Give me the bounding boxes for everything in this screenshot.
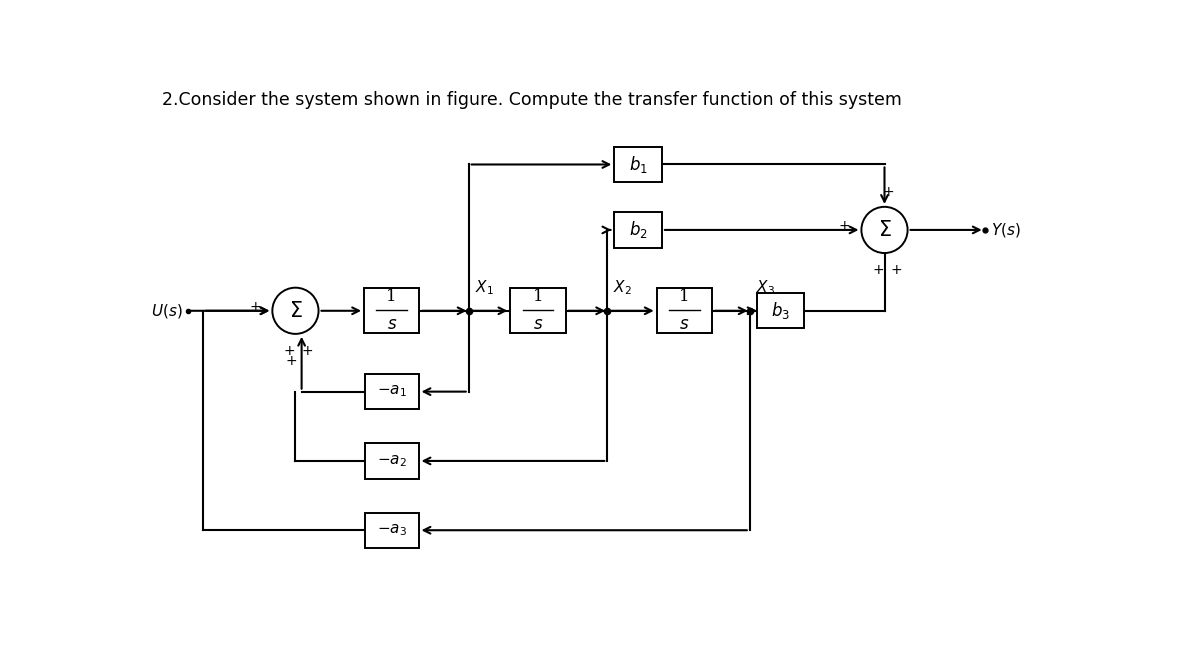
Text: +: + <box>890 263 902 277</box>
Text: +: + <box>301 344 313 358</box>
Text: $X_3$: $X_3$ <box>756 278 775 297</box>
Text: $Y(s)$: $Y(s)$ <box>991 221 1020 239</box>
Text: $s$: $s$ <box>533 316 544 333</box>
Text: +: + <box>882 185 894 199</box>
FancyBboxPatch shape <box>365 443 419 479</box>
Text: $X_2$: $X_2$ <box>613 278 632 297</box>
Text: $b_3$: $b_3$ <box>772 301 790 321</box>
Text: $b_2$: $b_2$ <box>629 220 648 241</box>
FancyBboxPatch shape <box>365 512 419 548</box>
FancyBboxPatch shape <box>510 288 565 333</box>
Text: $s$: $s$ <box>679 316 690 333</box>
Circle shape <box>862 207 907 253</box>
Text: 1: 1 <box>386 288 397 305</box>
Text: $-a_2$: $-a_2$ <box>377 453 407 469</box>
Text: $\Sigma$: $\Sigma$ <box>288 301 302 321</box>
Text: 1: 1 <box>679 288 690 305</box>
Text: $-a_3$: $-a_3$ <box>377 522 407 538</box>
Text: +: + <box>286 354 298 368</box>
FancyBboxPatch shape <box>656 288 712 333</box>
FancyBboxPatch shape <box>614 212 662 248</box>
Text: $s$: $s$ <box>386 316 397 333</box>
Text: $U(s)$: $U(s)$ <box>151 302 182 319</box>
Text: $\Sigma$: $\Sigma$ <box>877 220 892 240</box>
FancyBboxPatch shape <box>364 288 420 333</box>
Circle shape <box>272 288 318 334</box>
Text: $b_1$: $b_1$ <box>629 154 648 175</box>
Text: +: + <box>283 344 295 358</box>
Text: 2.Consider the system shown in figure. Compute the transfer function of this sys: 2.Consider the system shown in figure. C… <box>162 91 902 110</box>
Text: $X_1$: $X_1$ <box>475 278 493 297</box>
FancyBboxPatch shape <box>757 293 804 329</box>
Text: +: + <box>872 263 884 277</box>
FancyBboxPatch shape <box>614 147 662 182</box>
FancyBboxPatch shape <box>365 374 419 409</box>
Text: +: + <box>839 219 850 233</box>
Text: 1: 1 <box>533 288 544 305</box>
Text: $-a_1$: $-a_1$ <box>377 384 407 400</box>
Text: +: + <box>250 300 260 314</box>
